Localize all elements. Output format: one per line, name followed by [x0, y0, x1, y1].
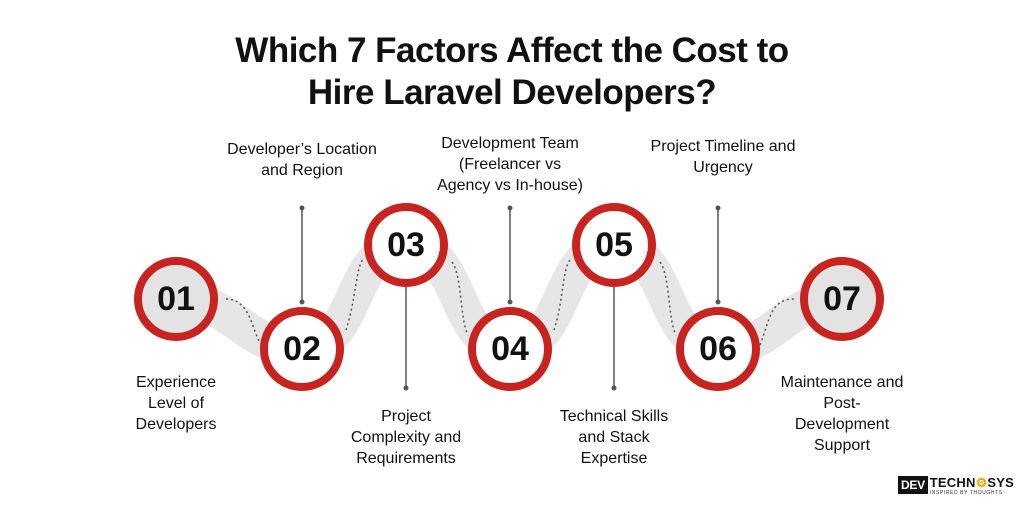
logo-name-part: TECHN: [929, 475, 976, 490]
label-line: Expertise: [580, 450, 648, 467]
title-line-1: Which 7 Factors Affect the Cost to: [235, 31, 789, 70]
logo-box: DEV: [898, 476, 928, 494]
label-line: Project: [381, 408, 431, 425]
devtechnosys-logo: DEV TECHN⚙SYS INSPIRED BY THOUGHTS: [898, 476, 1014, 498]
step-06-circle: 06: [676, 307, 760, 391]
logo-wordmark: TECHN⚙SYS INSPIRED BY THOUGHTS: [929, 476, 1014, 497]
vertical-leaders: [301, 208, 719, 388]
step-05-circle: 05: [572, 203, 656, 287]
logo-name-part: SYS: [987, 475, 1015, 490]
step-01-circle: 01: [134, 257, 218, 341]
page-title: Which 7 Factors Affect the Cost to Hire …: [0, 30, 1024, 114]
step-01-label: Experience Level of Developers: [101, 372, 251, 435]
label-line: Support: [813, 437, 871, 454]
label-line: Developers: [135, 416, 217, 433]
label-line: Complexity and: [350, 429, 462, 446]
label-line: Development Team: [441, 135, 579, 152]
label-line: Agency vs In-house): [437, 177, 583, 194]
label-line: Level of: [147, 395, 205, 412]
label-line: and Stack: [578, 429, 650, 446]
step-05-label: Technical Skills and Stack Expertise: [534, 406, 694, 469]
label-line: Project Timeline and: [650, 138, 796, 155]
step-03-label: Project Complexity and Requirements: [326, 406, 486, 469]
step-03-circle: 03: [364, 203, 448, 287]
gear-icon: ⚙: [975, 475, 988, 490]
logo-tagline: INSPIRED BY THOUGHTS: [929, 490, 1003, 496]
label-line: Urgency: [693, 159, 753, 176]
title-line-2: Hire Laravel Developers?: [307, 73, 717, 112]
label-line: (Freelancer vs: [458, 156, 562, 173]
dotted-connectors: [225, 257, 795, 346]
label-line: Developer’s Location: [227, 141, 377, 158]
label-line: Post-: [823, 395, 861, 412]
step-02-label: Developer’s Location and Region: [207, 139, 397, 181]
label-line: Requirements: [356, 450, 456, 467]
label-line: and Region: [261, 162, 343, 179]
step-04-label: Development Team (Freelancer vs Agency v…: [420, 133, 600, 196]
logo-name: TECHN⚙SYS: [930, 476, 1014, 490]
step-07-label: Maintenance and Post- Development Suppor…: [762, 372, 922, 456]
step-06-label: Project Timeline and Urgency: [628, 136, 818, 178]
label-line: Maintenance and: [780, 374, 904, 391]
label-line: Experience: [135, 374, 217, 391]
label-line: Development: [794, 416, 890, 433]
step-04-circle: 04: [468, 307, 552, 391]
step-02-circle: 02: [260, 307, 344, 391]
step-07-circle: 07: [800, 257, 884, 341]
label-line: Technical Skills: [559, 408, 669, 425]
